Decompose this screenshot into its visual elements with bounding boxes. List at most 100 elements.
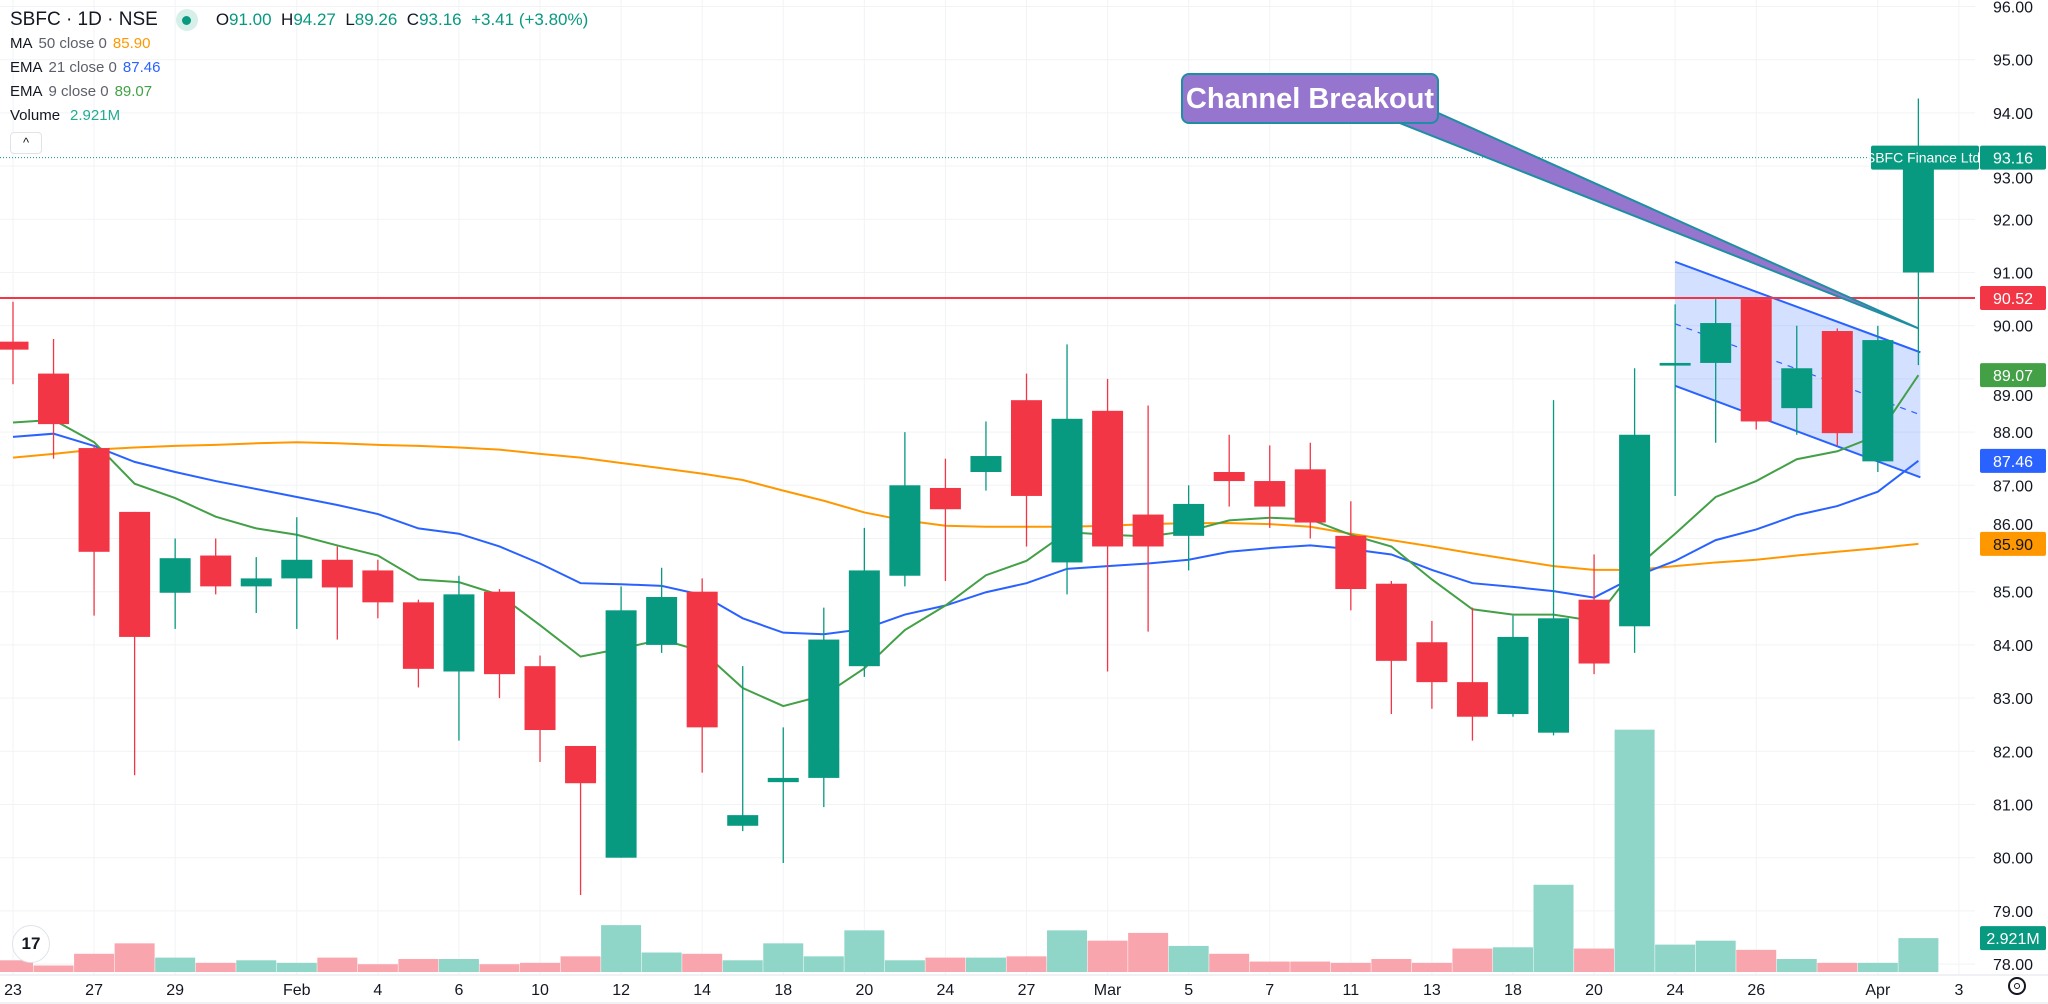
indicator-ema9[interactable]: EMA 9 close 0 89.07: [10, 80, 588, 104]
candle: [1740, 299, 1772, 430]
price-tick-label: 93.00: [1993, 171, 2033, 188]
candle-body: [605, 610, 637, 858]
indicator-name: EMA: [10, 59, 43, 76]
time-tick-label: Mar: [1094, 982, 1122, 999]
volume-bar: [1087, 940, 1128, 972]
volume-bar: [1330, 962, 1371, 972]
indicator-value: 89.07: [114, 83, 153, 100]
price-tick-label: 95.00: [1993, 53, 2033, 70]
price-tick-label: 96.00: [1993, 0, 2033, 17]
volume-bar: [74, 953, 115, 972]
last-price-tag-bg: [1980, 145, 2046, 170]
volume-bar: [1411, 962, 1452, 972]
volume-bar: [276, 962, 317, 972]
candle-body: [848, 570, 880, 667]
volume-bar: [1006, 956, 1047, 972]
candle-body: [646, 597, 678, 645]
candle: [1862, 325, 1894, 472]
volume-bar: [438, 959, 479, 972]
volume-bar: [965, 957, 1006, 972]
candle-body: [1700, 323, 1732, 363]
gear-icon[interactable]: [2008, 977, 2026, 995]
time-tick-label: 18: [774, 982, 792, 999]
volume-bar: [682, 953, 723, 972]
volume-bar: [1898, 938, 1939, 972]
candle-body: [1578, 599, 1610, 664]
candle: [1538, 400, 1570, 736]
candle: [1456, 607, 1488, 741]
price-axis[interactable]: 96.00 95.00 94.00 93.00 92.00 91.00 90.00 89.00…: [1866, 0, 2046, 974]
price-tick-label: 91.00: [1993, 266, 2033, 283]
volume-bar: [195, 962, 236, 972]
candle: [321, 546, 353, 640]
candle-body: [1456, 682, 1488, 717]
candle: [1375, 581, 1407, 715]
time-axis[interactable]: 23 27 29 Feb 4 6 10 12 14 18 20 24 27 Mar 5 7 11 13 18 20 24…: [0, 974, 2048, 999]
time-tick-label: 3: [1954, 982, 1963, 999]
candle: [1659, 304, 1691, 496]
candle-body: [1335, 535, 1367, 590]
volume-bar: [641, 952, 682, 972]
resistance-price-tag-bg: [1980, 286, 2046, 311]
time-tick-label: 11: [1343, 982, 1360, 999]
volume-tag: 2.921M: [1986, 931, 2039, 948]
volume-bar: [722, 960, 763, 972]
time-tick-label: 6: [454, 982, 463, 999]
candle-body: [281, 559, 313, 579]
candle-body: [524, 666, 556, 731]
candle: [686, 578, 718, 773]
candle: [38, 339, 70, 459]
candle-body: [727, 815, 759, 826]
time-tick-label: 20: [1585, 982, 1603, 999]
symbol-title[interactable]: SBFC · 1D · NSE: [10, 9, 158, 30]
indicator-price-tag: 89.07: [1993, 368, 2033, 385]
volume-bar: [1492, 947, 1533, 972]
volume-bar: [1695, 940, 1736, 972]
indicator-price-tag-bg: [1980, 448, 2046, 473]
time-tick-label: 27: [85, 982, 103, 999]
candle: [1132, 405, 1164, 632]
candle-body: [1862, 340, 1894, 462]
candle: [1821, 328, 1853, 446]
market-status-icon[interactable]: [175, 9, 198, 31]
candle-body: [0, 341, 29, 350]
candle-body: [1821, 331, 1853, 434]
volume-tag-bg: [1980, 926, 2046, 951]
tradingview-logo-icon[interactable]: 17: [12, 925, 50, 963]
time-tick-label: 29: [166, 982, 184, 999]
candle: [1335, 501, 1367, 611]
candle-body: [402, 602, 434, 669]
volume-bar: [1452, 948, 1493, 972]
candle-body: [78, 448, 110, 552]
collapse-legend-button[interactable]: ^: [10, 132, 42, 154]
time-tick-label: 24: [1666, 982, 1684, 999]
candle-body: [362, 570, 394, 603]
volume-bar: [1736, 949, 1777, 972]
line-ema-21: [12, 432, 1919, 636]
indicator-ema21[interactable]: EMA 21 close 0 87.46: [10, 56, 588, 80]
price-tick-label: 84.00: [1993, 638, 2033, 655]
status-dot: [182, 15, 192, 25]
candle-body: [1659, 362, 1691, 366]
ohlc-values: O91.00 H94.27 L89.26 C93.16 +3.41 (+3.80…: [216, 8, 588, 32]
volume-bar: [520, 962, 561, 972]
volume-bar: [1614, 729, 1655, 972]
open-value: 91.00: [229, 10, 272, 29]
volume-bar: [1533, 884, 1574, 972]
time-tick-label: Apr: [1865, 982, 1891, 999]
indicator-ma50[interactable]: MA 50 close 0 85.90: [10, 32, 588, 56]
channel-breakout-callout[interactable]: Channel Breakout: [1181, 73, 1919, 330]
chevron-up-icon: ^: [22, 135, 30, 150]
time-tick-label: 24: [937, 982, 955, 999]
indicator-volume[interactable]: Volume 2.921M: [10, 104, 588, 128]
candle: [281, 517, 313, 629]
volume-bar: [803, 956, 844, 972]
candle-body: [119, 511, 151, 637]
candle: [1619, 368, 1651, 653]
volume-bar: [763, 943, 804, 972]
candle: [119, 511, 151, 776]
indicator-price-tag: 85.90: [1993, 537, 2033, 554]
symbol-row: SBFC · 1D · NSE O91.00 H94.27 L89.26 C93…: [10, 8, 588, 32]
indicator-name: EMA: [10, 83, 43, 100]
